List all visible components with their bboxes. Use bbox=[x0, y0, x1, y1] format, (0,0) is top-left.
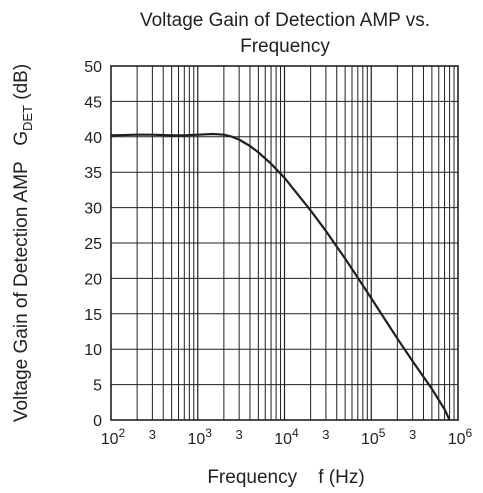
y-tick-label: 45 bbox=[84, 94, 102, 111]
y-tick-label: 30 bbox=[84, 201, 102, 218]
tick-labels: 0 5 10 15 20 25 30 35 40 45 50 102 103 104 105 106 3 3 3 3 bbox=[84, 59, 472, 448]
y-tick-label: 15 bbox=[84, 307, 102, 324]
grid bbox=[111, 66, 458, 420]
x-minor-tick-label: 3 bbox=[409, 427, 416, 442]
y-tick-label: 5 bbox=[93, 378, 102, 395]
y-axis-label-main: Voltage Gain of Detection AMP G bbox=[11, 131, 32, 422]
y-axis-label-unit: (dB) bbox=[11, 64, 32, 105]
x-tick-label: 105 bbox=[361, 426, 386, 448]
y-axis-label: Voltage Gain of Detection AMP GDET (dB) bbox=[11, 64, 35, 422]
x-minor-tick-label: 3 bbox=[149, 427, 156, 442]
y-tick-label: 20 bbox=[84, 271, 102, 288]
chart-title-line-1: Voltage Gain of Detection AMP vs. bbox=[140, 10, 430, 31]
x-tick-label: 106 bbox=[448, 426, 473, 448]
y-tick-label: 50 bbox=[84, 59, 102, 76]
x-minor-tick-label: 3 bbox=[236, 427, 243, 442]
y-tick-label: 25 bbox=[84, 236, 102, 253]
x-tick-label: 103 bbox=[188, 426, 213, 448]
y-tick-label: 40 bbox=[84, 130, 102, 147]
y-tick-label: 0 bbox=[93, 413, 102, 430]
x-minor-tick-label: 3 bbox=[322, 427, 329, 442]
plot-frame bbox=[110, 65, 459, 421]
x-tick-label: 102 bbox=[101, 426, 126, 448]
x-axis-label: Frequency f (Hz) bbox=[207, 467, 364, 488]
chart-title-line-2: Frequency bbox=[240, 36, 330, 57]
y-tick-label: 10 bbox=[84, 342, 102, 359]
x-tick-label: 104 bbox=[274, 426, 299, 448]
gain-curve-line bbox=[110, 132, 451, 421]
y-tick-label: 35 bbox=[84, 165, 102, 182]
y-axis-label-subscript: DET bbox=[20, 105, 35, 131]
